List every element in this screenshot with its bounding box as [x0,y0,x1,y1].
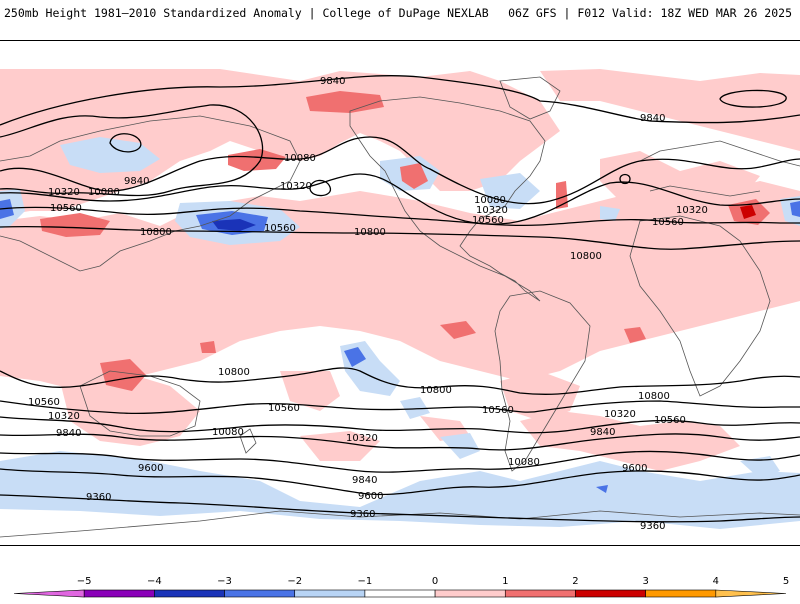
contour-9840-north [0,75,800,126]
anomaly-map[interactable]: 9840 9840 10080 10320 10080 10320 9840 1… [0,41,800,546]
colorbar-tick-label: 0 [432,576,438,587]
contour-label: 9360 [350,509,375,520]
contour-10560-west [0,206,800,227]
contour-label: 10560 [482,405,514,416]
contour-labels: 9840 9840 10080 10320 10080 10320 9840 1… [28,76,708,532]
contour-label: 9840 [124,176,149,187]
contour-label: 10320 [476,205,508,216]
contour-9840-north-mid [0,104,264,197]
contour-label: 10560 [652,217,684,228]
contour-label: 9840 [590,427,615,438]
contour-label: 9840 [352,475,377,486]
contour-10800-main [0,225,800,250]
colorbar-swatch [224,589,296,598]
contour-label: 10560 [654,415,686,426]
contour-label: 9840 [640,113,665,124]
colorbar-scale: −5 −4 −3 −2 −1 0 1 2 3 4 5 [13,576,789,598]
africa-coastline [629,215,771,397]
contour-s10560 [0,400,800,415]
contour-label: 10080 [88,187,120,198]
colorbar-tick-label: −1 [358,576,373,587]
map-title: 250mb Height 1981–2010 Standardized Anom… [4,6,489,20]
contour-s10320 [0,416,800,434]
australia-coastline [79,370,201,437]
contour-label: 10320 [676,205,708,216]
contour-label: 10320 [48,187,80,198]
model-run-label: 06Z GFS | F012 Valid: 18Z WED MAR 26 202… [508,6,792,20]
europe-coastline [639,140,800,197]
contour-s9840 [0,450,800,473]
colorbar-swatch [364,589,436,598]
map-panel[interactable]: 9840 9840 10080 10320 10080 10320 9840 1… [0,40,800,546]
contour-label: 10560 [264,223,296,234]
colorbar-tick-label: 4 [713,576,719,587]
asia-coastline [0,115,301,272]
greenland-coastline [499,76,561,120]
contour-label: 9360 [640,521,665,532]
title-bar: 250mb Height 1981–2010 Standardized Anom… [0,0,800,30]
contour-label: 9600 [138,463,163,474]
colorbar-swatch [83,589,155,598]
contour-label: 9600 [622,463,647,474]
colorbar-swatch [715,589,787,598]
contour-label: 10800 [420,385,452,396]
contour-s10800 [0,367,800,395]
contour-label: 10080 [212,427,244,438]
colorbar-tick-label: −5 [77,576,92,587]
contour-label: 9360 [86,492,111,503]
contour-label: 10560 [28,397,60,408]
contour-label: 10560 [50,203,82,214]
contour-label: 10800 [638,391,670,402]
colorbar-swatch [13,589,85,598]
colorbar-tick-label: −2 [287,576,302,587]
colorbar-swatch [154,589,225,598]
contour-low-asia [109,133,142,153]
contour-s9600 [0,468,800,496]
contour-label: 10080 [474,195,506,206]
colorbar-tick-label: 5 [783,576,789,587]
contour-label: 10320 [48,411,80,422]
colorbar-swatch [575,589,646,598]
contour-s10080 [0,433,800,451]
contour-label: 10080 [508,457,540,468]
colorbar-swatch [645,589,717,598]
contour-label: 10320 [604,409,636,420]
colorbar-tick-label: 1 [502,576,508,587]
contour-label: 9840 [56,428,81,439]
colorbar-swatch [504,589,576,598]
contour-label: 10800 [570,251,602,262]
contour-small-eu [619,173,631,185]
colorbar-tick-label: −3 [217,576,232,587]
contour-label: 10560 [268,403,300,414]
colorbar-swatch [434,589,506,598]
colorbar-tick-label: −4 [147,576,162,587]
contour-label: 10320 [346,433,378,444]
contour-label: 10080 [284,153,316,164]
height-contours [0,75,800,523]
colorbar-tick-label: 2 [572,576,578,587]
colorbar-tick-label: 3 [642,576,648,587]
south-america-coastline [494,290,591,472]
contour-s9360 [0,494,800,523]
contour-label: 10320 [280,181,312,192]
strong-anomaly-shading [0,91,800,493]
contour-label: 10800 [354,227,386,238]
contour-label: 9600 [358,491,383,502]
colorbar: −5 −4 −3 −2 −1 0 1 2 3 4 5 [0,570,800,600]
antarctica-coastline [0,510,800,538]
coastlines [0,76,800,538]
contour-label: 10800 [218,367,250,378]
contour-low-pac [309,179,332,197]
contour-label: 10560 [472,215,504,226]
colorbar-swatch [294,589,366,598]
contour-10080-west [0,136,800,205]
north-america-coastline [349,96,546,302]
new-zealand-coastline [239,428,257,454]
contour-high-eu [719,89,787,108]
contour-label: 9840 [320,76,345,87]
contour-10320-west [0,173,800,225]
contour-label: 10800 [140,227,172,238]
